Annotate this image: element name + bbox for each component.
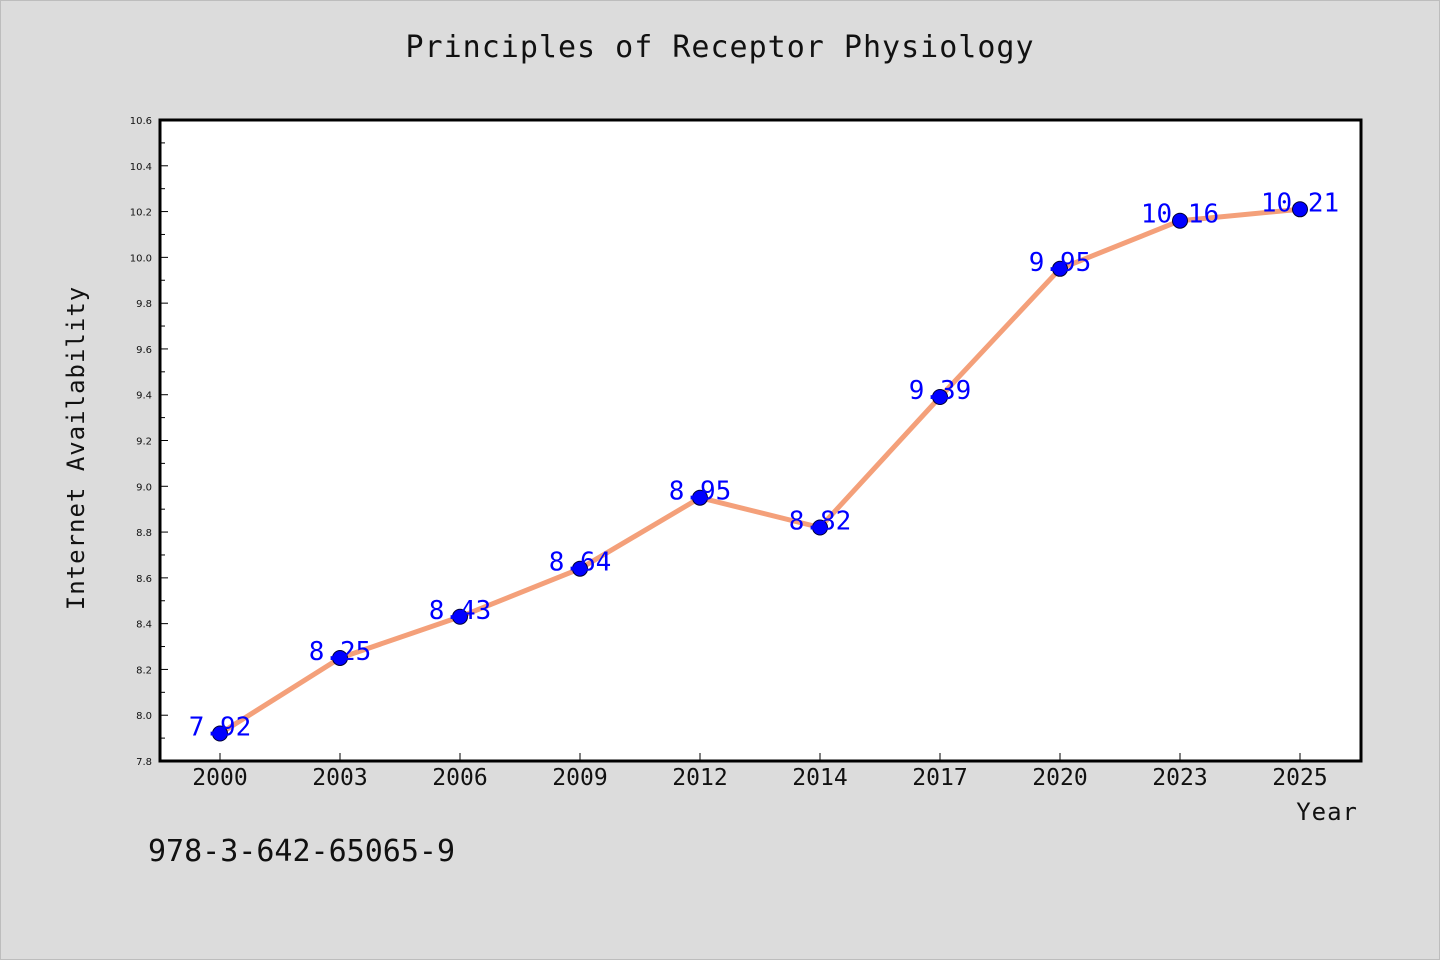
y-tick-label: 8.2	[136, 665, 152, 676]
data-label: 8.95	[669, 477, 732, 507]
y-tick-label: 9.0	[136, 482, 152, 493]
data-label: 8.43	[429, 596, 492, 626]
x-axis-ticks: 2000 2003 2006 2009 2012 2014 2017 2020 2023 2025	[192, 753, 1328, 791]
x-tick-label: 2003	[312, 765, 367, 791]
data-point	[452, 608, 468, 625]
x-tick-label: 2017	[912, 765, 967, 791]
y-tick-label: 8.4	[136, 620, 152, 631]
data-label: 10.21	[1261, 188, 1339, 218]
data-point	[812, 519, 828, 536]
data-label: 10.16	[1141, 200, 1219, 230]
data-point	[1172, 212, 1188, 229]
data-point	[932, 389, 948, 406]
series-line	[217, 206, 1303, 737]
x-tick-label: 2000	[192, 765, 247, 791]
data-label: 8.64	[549, 548, 612, 578]
y-tick-label: 10.4	[130, 162, 152, 173]
data-label: 7.92	[189, 713, 252, 743]
x-tick-label: 2006	[432, 765, 487, 791]
x-tick-label: 2023	[1152, 765, 1207, 791]
y-tick-label: 7.8	[136, 757, 152, 768]
y-tick-label: 8.6	[136, 574, 152, 585]
data-point	[572, 560, 588, 577]
y-tick-label: 10.6	[130, 116, 152, 127]
y-tick-label: 9.8	[136, 299, 152, 310]
y-axis-label: Internet Availability	[62, 286, 90, 610]
data-markers	[212, 201, 1308, 742]
data-label: 9.39	[909, 376, 972, 406]
y-tick-label: 10.2	[130, 208, 152, 219]
data-point	[332, 649, 348, 666]
y-tick-label: 8.8	[136, 528, 152, 539]
data-label: 9.95	[1029, 248, 1092, 278]
data-label: 8.25	[309, 637, 372, 667]
y-tick-label: 9.4	[136, 391, 152, 402]
y-tick-label: 8.0	[136, 711, 152, 722]
data-point	[212, 725, 228, 742]
x-tick-label: 2012	[672, 765, 727, 791]
data-point	[1052, 260, 1068, 277]
chart-title: Principles of Receptor Physiology	[405, 30, 1035, 65]
x-tick-label: 2009	[552, 765, 607, 791]
data-label: 8.82	[789, 506, 852, 536]
plot-border	[158, 118, 1363, 763]
x-tick-label: 2014	[792, 765, 847, 791]
y-tick-label: 10.0	[130, 253, 152, 264]
x-axis-label: Year	[1296, 798, 1358, 826]
y-axis-ticks: 7.8 8.0 8.2 8.4 8.6 8.8 9.0 9.2 9.4 9.6 9.8 10.0 10.…	[130, 116, 168, 768]
data-point	[692, 489, 708, 506]
isbn-code: 978-3-642-65065-9	[148, 834, 456, 869]
x-tick-label: 2020	[1032, 765, 1087, 791]
y-tick-label: 9.6	[136, 345, 152, 356]
x-tick-label: 2025	[1272, 765, 1327, 791]
data-labels: 7.92 8.25 8.43 8.64 8.95 8.82 9.39 9.95 10.16 10.…	[189, 188, 1339, 742]
data-point	[1292, 201, 1308, 218]
y-tick-label: 9.2	[136, 437, 152, 448]
